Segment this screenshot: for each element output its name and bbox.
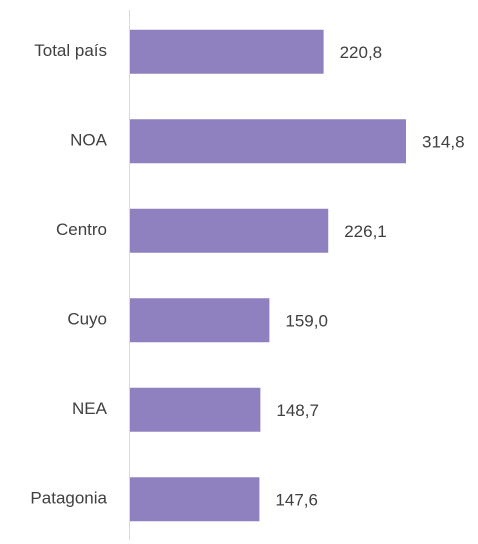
category-label: Centro xyxy=(56,220,107,239)
value-label: 147,6 xyxy=(275,491,318,510)
category-label: NEA xyxy=(72,399,108,418)
bar xyxy=(130,387,261,432)
category-label: Total país xyxy=(34,41,107,60)
category-label: NOA xyxy=(70,131,108,150)
value-label: 314,8 xyxy=(422,133,465,152)
bar xyxy=(130,298,270,343)
value-label: 148,7 xyxy=(276,401,319,420)
bar xyxy=(130,208,329,253)
bar xyxy=(130,477,260,522)
value-label: 226,1 xyxy=(344,222,387,241)
value-label: 220,8 xyxy=(340,43,383,62)
bar xyxy=(130,29,324,74)
value-label: 159,0 xyxy=(285,312,328,331)
bar xyxy=(130,119,406,164)
category-label: Cuyo xyxy=(67,310,107,329)
category-label: Patagonia xyxy=(30,489,107,508)
